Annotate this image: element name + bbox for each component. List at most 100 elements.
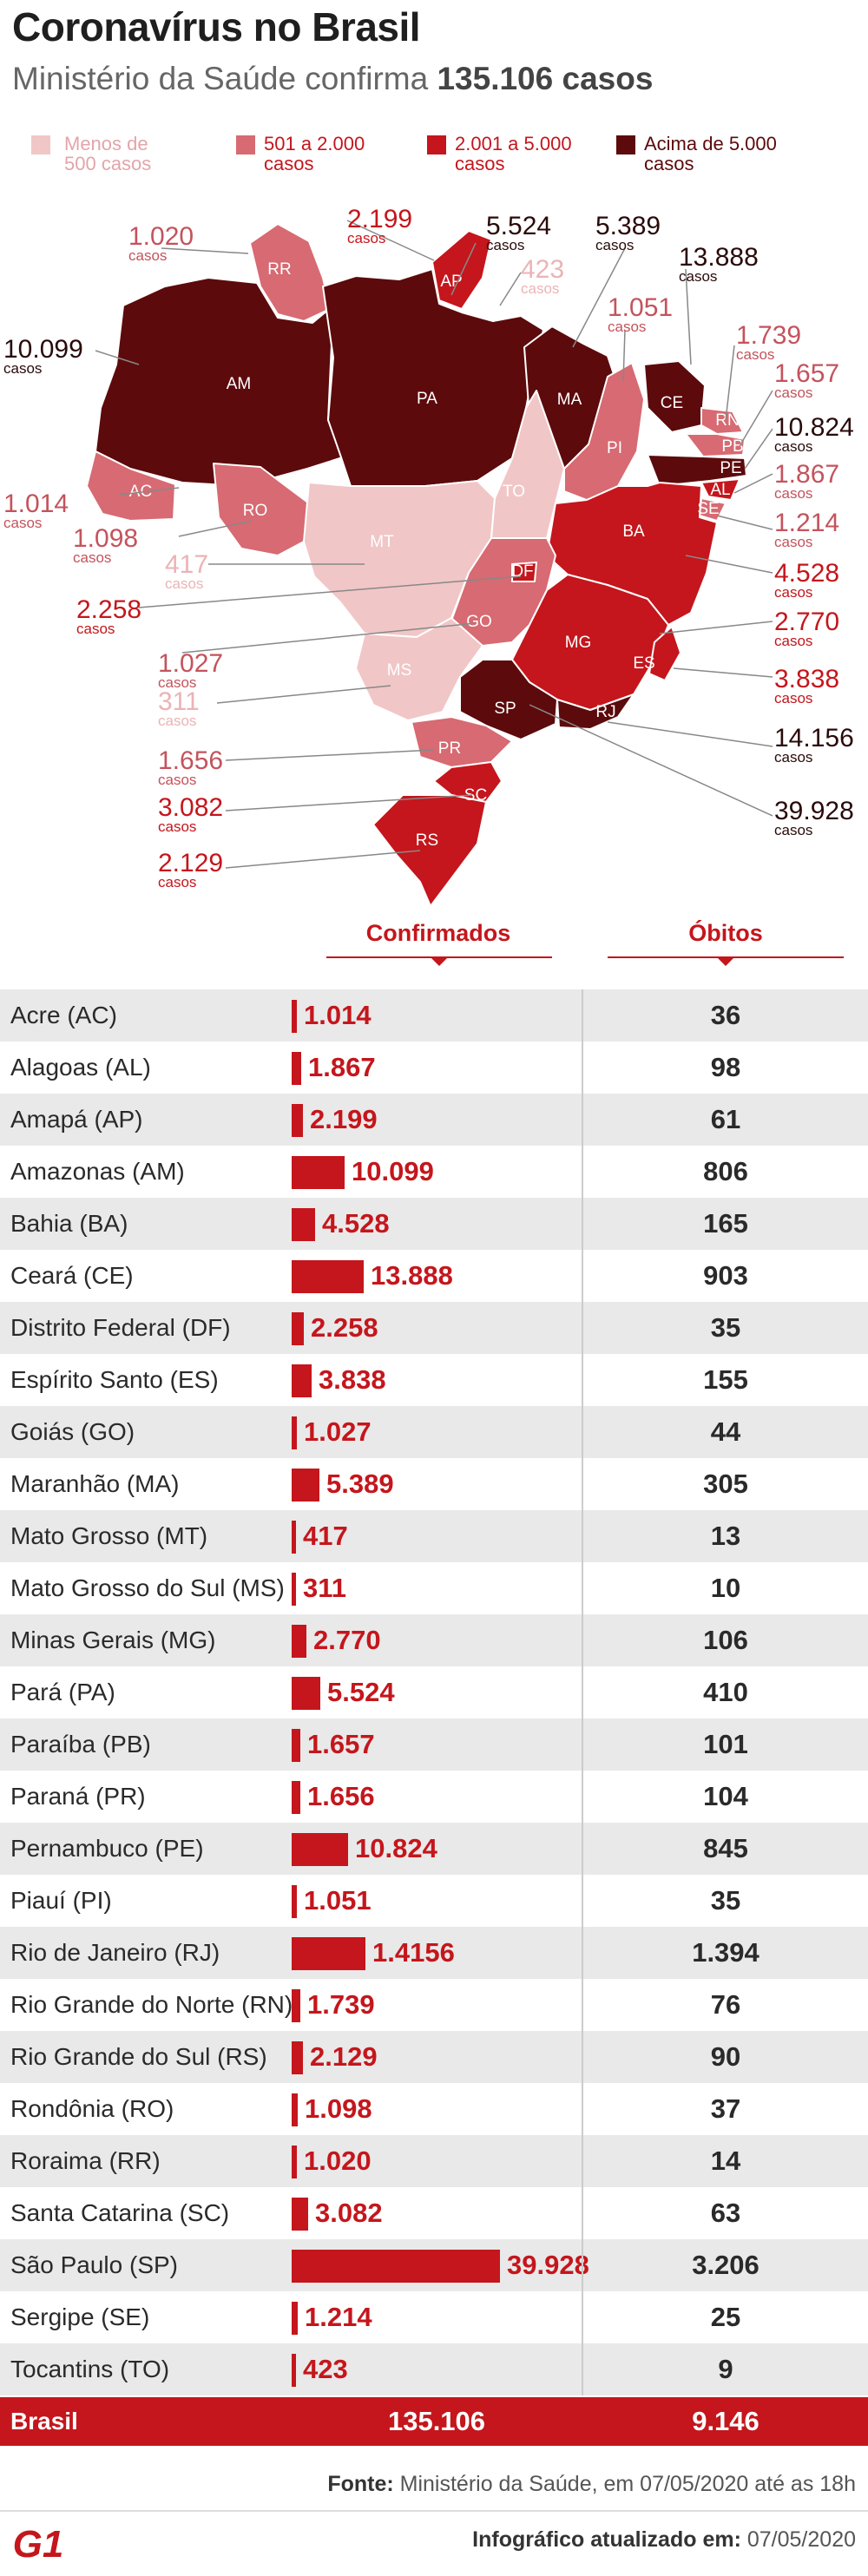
deaths-value: 845 xyxy=(703,1833,748,1863)
table-row: Santa Catarina (SC) 3.082 63 xyxy=(0,2187,868,2239)
confirmed-bar xyxy=(292,2302,298,2335)
confirmed-value: 417 xyxy=(303,1521,348,1551)
confirmed-value: 311 xyxy=(303,1573,347,1603)
map-uf-ES: ES xyxy=(633,654,654,673)
map-uf-RO: RO xyxy=(243,502,268,520)
map-uf-SC: SC xyxy=(464,786,487,805)
state-shape-AL xyxy=(700,478,740,501)
confirmed-bar xyxy=(292,1885,297,1918)
map-cases-RS: 2.129 xyxy=(158,849,223,877)
table-row: Roraima (RR) 1.020 14 xyxy=(0,2135,868,2187)
table-row: Paraná (PR) 1.656 104 xyxy=(0,1771,868,1823)
state-name: São Paulo (SP) xyxy=(10,2251,178,2278)
leader-MS xyxy=(216,685,391,704)
leader-BA xyxy=(685,555,773,574)
map-cases-AM: 10.099 xyxy=(3,335,83,364)
map-cases-PI: 1.051 xyxy=(608,293,673,322)
confirmed-value: 10.824 xyxy=(355,1833,437,1863)
cases-table: Acre (AC) 1.014 36 Alagoas (AL) 1.867 98 Amapá… xyxy=(0,989,868,2395)
map-cases-CE: 13.888 xyxy=(679,243,759,272)
deaths-value: 76 xyxy=(710,1989,741,2020)
state-name: Mato Grosso (MT) xyxy=(10,1522,208,1549)
confirmed-value: 1.051 xyxy=(304,1885,372,1916)
map-uf-CE: CE xyxy=(661,394,683,412)
map-cases-PE: 10.824 xyxy=(774,413,854,442)
map-uf-PB: PB xyxy=(721,437,743,456)
map-uf-TO: TO xyxy=(503,483,525,501)
deaths-value: 165 xyxy=(703,1208,748,1239)
state-shape-RN xyxy=(700,407,744,435)
deaths-value: 106 xyxy=(703,1625,748,1655)
deaths-value: 3.206 xyxy=(692,2250,760,2280)
map-cases-GO: 1.027 xyxy=(158,649,223,678)
map-cases-PB: 1.657 xyxy=(774,359,839,388)
map-uf-RS: RS xyxy=(416,831,438,850)
deaths-value: 25 xyxy=(710,2302,741,2332)
map-uf-RN: RN xyxy=(715,411,739,430)
map-uf-SE: SE xyxy=(697,500,719,518)
deaths-value: 90 xyxy=(710,2041,741,2072)
map-cases-TO: 423 xyxy=(521,255,564,284)
state-name: Maranhão (MA) xyxy=(10,1470,180,1497)
confirmed-bar xyxy=(292,1416,297,1449)
legend-swatch-tier2 xyxy=(236,135,255,154)
deaths-value: 44 xyxy=(710,1416,741,1447)
map-casos-AM: casos xyxy=(3,360,42,377)
confirmed-value: 2.770 xyxy=(313,1625,381,1655)
map-uf-AP: AP xyxy=(440,273,462,291)
confirmed-bar xyxy=(292,1729,300,1762)
leader-RJ xyxy=(607,721,773,747)
subtitle-prefix: Ministério da Saúde confirma xyxy=(12,61,429,96)
confirmed-value: 1.027 xyxy=(304,1416,372,1447)
confirmed-value: 4.528 xyxy=(322,1208,390,1239)
deaths-value: 155 xyxy=(703,1364,748,1395)
state-name: Acre (AC) xyxy=(10,1002,117,1028)
map-casos-MA: casos xyxy=(595,237,634,253)
legend-label-tier1: Menos de 500 casos xyxy=(64,133,152,174)
column-header-confirmed-pointer xyxy=(431,958,447,966)
confirmed-bar xyxy=(292,2041,303,2074)
state-name: Ceará (CE) xyxy=(10,1262,134,1289)
state-name: Rio de Janeiro (RJ) xyxy=(10,1939,220,1966)
state-name: Bahia (BA) xyxy=(10,1210,128,1237)
leader-PR xyxy=(225,749,435,761)
map-casos-PB: casos xyxy=(774,384,812,401)
confirmed-bar xyxy=(292,1000,297,1033)
map-casos-PI: casos xyxy=(608,319,646,335)
confirmed-bar xyxy=(292,1104,303,1137)
g1-logo-text: G1 xyxy=(13,2523,64,2566)
leader-SP xyxy=(529,704,773,817)
deaths-value: 101 xyxy=(703,1729,748,1759)
legend-swatch-tier4 xyxy=(616,135,635,154)
map-casos-RS: casos xyxy=(158,874,196,890)
legend-label-tier3: 2.001 a 5.000 casos xyxy=(455,133,572,174)
deaths-value: 63 xyxy=(710,2198,741,2228)
table-row: Maranhão (MA) 5.389 305 xyxy=(0,1458,868,1510)
confirmed-value: 10.099 xyxy=(352,1156,434,1186)
map-cases-MT: 417 xyxy=(165,550,208,579)
leader-AM xyxy=(95,350,140,365)
state-shape-PR xyxy=(411,716,513,768)
leader-RR xyxy=(161,247,249,254)
table-row: Goiás (GO) 1.027 44 xyxy=(0,1406,868,1458)
map-casos-TO: casos xyxy=(521,280,559,297)
map-casos-RR: casos xyxy=(128,247,167,264)
legend-label-tier2: 501 a 2.000 casos xyxy=(264,133,365,174)
confirmed-bar xyxy=(292,1989,300,2022)
confirmed-bar xyxy=(292,1677,320,1710)
state-name: Paraíba (PB) xyxy=(10,1731,151,1758)
map-casos-PR: casos xyxy=(158,772,196,788)
state-name: Roraima (RR) xyxy=(10,2147,161,2174)
map-uf-PI: PI xyxy=(607,439,622,457)
map-casos-CE: casos xyxy=(679,268,717,285)
deaths-value: 36 xyxy=(710,1000,741,1030)
state-name: Distrito Federal (DF) xyxy=(10,1314,231,1341)
deaths-value: 98 xyxy=(710,1052,741,1082)
footer-divider xyxy=(0,2510,868,2512)
map-uf-AL: AL xyxy=(710,481,730,499)
map-cases-AC: 1.014 xyxy=(3,490,69,518)
map-cases-SP: 39.928 xyxy=(774,797,854,825)
deaths-value: 35 xyxy=(710,1885,741,1916)
total-confirmed: 135.106 xyxy=(387,2406,486,2436)
confirmed-bar xyxy=(292,1573,296,1606)
